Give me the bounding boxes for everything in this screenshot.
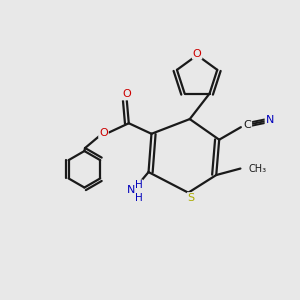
Text: H: H	[135, 180, 143, 190]
Text: N: N	[266, 115, 274, 125]
Text: S: S	[188, 193, 195, 203]
Text: C: C	[244, 120, 251, 130]
Text: N: N	[127, 185, 135, 195]
Text: H: H	[135, 193, 143, 203]
Text: O: O	[193, 49, 202, 59]
Text: CH₃: CH₃	[249, 164, 267, 174]
Text: O: O	[99, 128, 108, 138]
Text: O: O	[122, 89, 131, 100]
